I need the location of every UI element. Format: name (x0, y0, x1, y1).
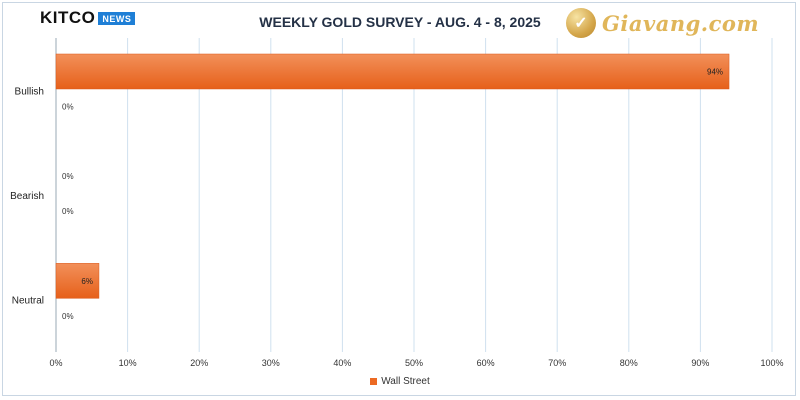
logo-badge: NEWS (98, 11, 136, 25)
legend-swatch (370, 378, 378, 385)
data-label: 0% (62, 312, 74, 321)
x-tick-label: 20% (190, 358, 208, 368)
x-tick-label: 90% (691, 358, 709, 368)
x-tick-label: 80% (620, 358, 638, 368)
x-tick-label: 0% (49, 358, 62, 368)
data-label: 94% (707, 68, 723, 77)
x-tick-label: 10% (119, 358, 137, 368)
watermark: ✓ Giavang.com (566, 8, 759, 38)
chart-title: WEEKLY GOLD SURVEY - AUG. 4 - 8, 2025 (259, 14, 541, 30)
category-label: Bearish (10, 191, 44, 202)
bars (55, 53, 730, 299)
kitco-logo: KITCO NEWS (40, 8, 136, 28)
x-tick-label: 60% (477, 358, 495, 368)
data-label: 6% (81, 277, 93, 286)
category-label: Bullish (15, 86, 44, 97)
category-label: Neutral (12, 296, 44, 307)
x-tick-label: 40% (333, 358, 351, 368)
bar (55, 263, 100, 299)
legend-label: Wall Street (381, 376, 430, 387)
x-tick-label: 100% (760, 358, 783, 368)
legend: Wall Street (0, 376, 800, 387)
data-label: 0% (62, 207, 74, 216)
data-label: 0% (62, 103, 74, 112)
logo-name: KITCO (40, 8, 96, 27)
x-tick-label: 30% (262, 358, 280, 368)
labels: 0% 10% 20% 30% 40% 50% 60% 70% 80% 90% 100% Bullish… (10, 68, 783, 369)
bar (55, 53, 730, 90)
watermark-check-icon: ✓ (566, 8, 596, 38)
data-label: 0% (62, 172, 74, 181)
x-tick-label: 70% (548, 358, 566, 368)
gridlines (55, 38, 773, 352)
watermark-text: Giavang.com (602, 10, 760, 36)
x-tick-label: 50% (405, 358, 423, 368)
